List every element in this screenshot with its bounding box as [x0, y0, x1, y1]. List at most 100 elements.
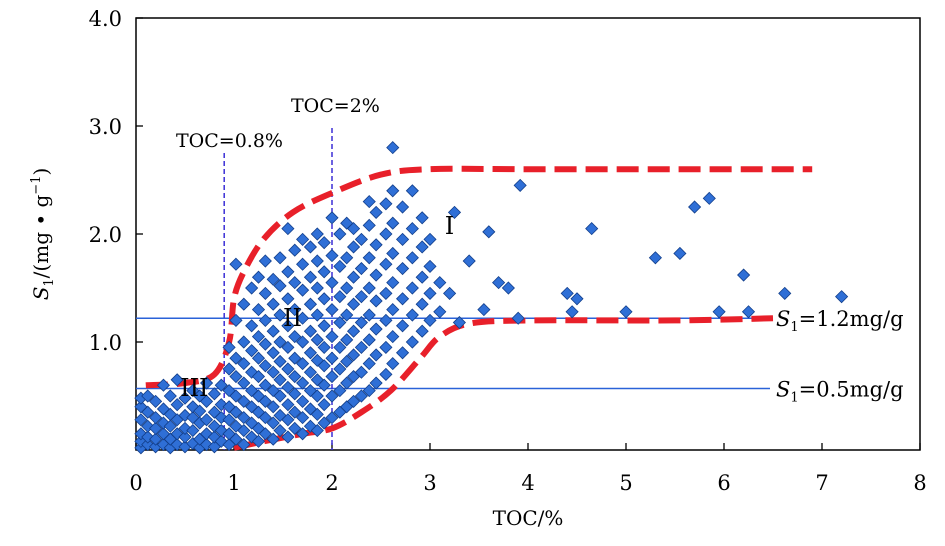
data-point	[245, 416, 259, 430]
data-point	[317, 416, 331, 430]
data-point	[346, 297, 361, 311]
data-point	[346, 324, 361, 338]
data-point	[237, 335, 251, 349]
data-points	[134, 141, 849, 455]
data-point	[245, 365, 259, 379]
data-point	[386, 303, 400, 317]
data-point	[273, 354, 287, 369]
data-point	[340, 281, 354, 295]
data-point	[266, 365, 280, 379]
data-point	[207, 387, 221, 401]
data-point	[229, 432, 243, 446]
data-point	[288, 351, 302, 365]
data-point	[673, 246, 687, 261]
data-point	[229, 313, 243, 327]
data-point	[310, 407, 324, 421]
data-point	[362, 218, 376, 232]
data-point	[325, 211, 339, 225]
data-point	[273, 308, 287, 322]
data-point	[395, 232, 410, 246]
data-point	[447, 205, 462, 219]
data-point	[288, 405, 302, 419]
data-point	[303, 240, 318, 254]
data-point	[281, 265, 295, 279]
x-tick-label: 4	[521, 471, 534, 495]
data-point	[702, 191, 716, 205]
data-point	[423, 286, 437, 300]
data-point	[369, 294, 383, 308]
data-point	[281, 380, 295, 394]
data-point	[178, 391, 192, 405]
threshold-lines: S1=1.2mg/g S1=0.5mg/g	[136, 307, 904, 405]
data-point	[303, 346, 318, 360]
data-point	[317, 359, 331, 373]
data-point	[369, 238, 383, 252]
y-axis-title-symbol: S	[29, 287, 53, 301]
data-point	[395, 292, 410, 306]
data-point	[266, 272, 280, 286]
data-point	[369, 268, 383, 282]
toc-cutoff-label: TOC=0.8%	[176, 130, 283, 152]
data-point	[296, 394, 310, 408]
data-point	[266, 416, 280, 430]
x-tick-label: 1	[227, 471, 240, 495]
data-point	[379, 340, 393, 354]
data-point	[296, 311, 310, 325]
threshold-label: S1=0.5mg/g	[776, 377, 904, 405]
data-point	[281, 398, 295, 412]
data-point	[193, 404, 207, 418]
data-point	[346, 222, 361, 236]
y-tick-label: 2.0	[89, 223, 122, 247]
data-point	[317, 265, 331, 279]
data-point	[333, 340, 347, 354]
data-point	[222, 413, 236, 427]
data-point	[405, 184, 419, 198]
x-tick-label: 0	[129, 471, 142, 495]
data-point	[296, 232, 310, 246]
data-point	[258, 337, 272, 351]
data-point	[222, 340, 236, 354]
data-point	[346, 348, 361, 362]
data-point	[258, 286, 272, 300]
data-point	[149, 432, 163, 446]
data-point	[281, 430, 295, 444]
data-point	[379, 197, 393, 211]
data-point	[340, 376, 354, 390]
data-point	[237, 423, 251, 438]
data-point	[317, 319, 331, 333]
data-point	[362, 384, 376, 398]
y-axis-title-unit: /(mg • g	[29, 194, 53, 278]
data-point	[492, 276, 506, 290]
data-point	[281, 413, 295, 427]
x-axis-title: TOC/%	[493, 506, 564, 530]
data-point	[296, 335, 310, 349]
data-point	[325, 303, 339, 317]
data-point	[386, 141, 400, 155]
y-axis-ticks: 1.0 2.0 3.0 4.0	[89, 7, 143, 355]
y-tick-label: 1.0	[89, 331, 122, 355]
data-point	[310, 254, 324, 268]
data-point	[340, 308, 354, 322]
data-point	[477, 303, 491, 317]
data-point	[229, 389, 243, 403]
data-point	[245, 400, 259, 414]
data-point	[325, 249, 339, 263]
data-point	[237, 357, 251, 371]
data-point	[163, 389, 177, 403]
data-point	[741, 305, 756, 319]
data-point	[273, 389, 287, 403]
data-point	[296, 427, 310, 441]
data-point	[379, 286, 393, 300]
data-point	[310, 333, 324, 347]
data-point	[149, 411, 163, 425]
data-point	[395, 261, 410, 276]
data-point	[310, 281, 324, 295]
data-point	[281, 319, 295, 333]
data-point	[251, 369, 266, 384]
y-axis-title-close: )	[29, 168, 53, 176]
data-point	[229, 405, 243, 419]
data-point	[288, 330, 302, 344]
data-point	[251, 351, 266, 365]
zone-label: I	[445, 212, 454, 240]
